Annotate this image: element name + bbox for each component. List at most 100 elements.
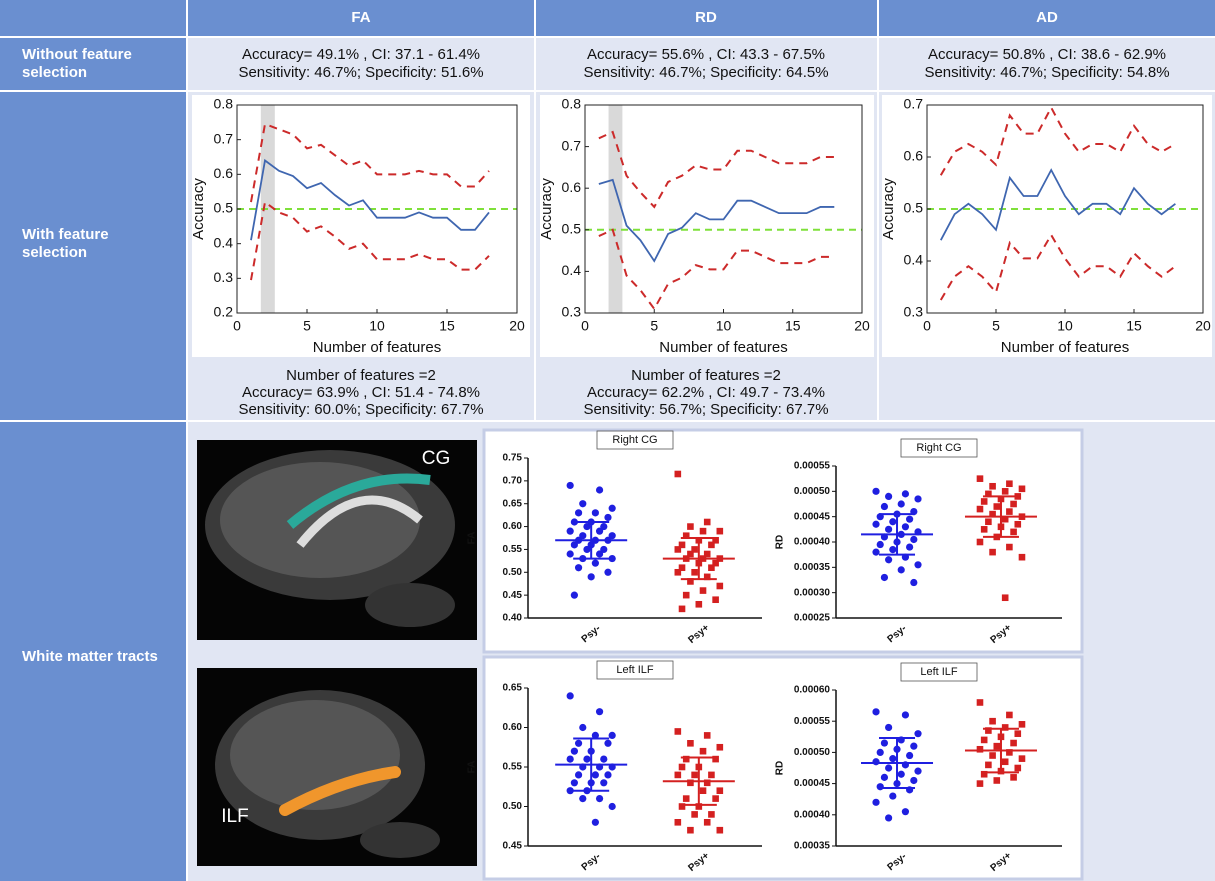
data-point <box>889 518 897 526</box>
data-point <box>889 755 897 763</box>
y-axis-label: Accuracy <box>538 178 555 240</box>
data-point <box>570 747 578 755</box>
data-point <box>604 771 612 779</box>
x-tick-label: 0 <box>581 318 589 334</box>
data-point <box>901 523 910 531</box>
y-tick-label: 0.45 <box>503 590 523 601</box>
title-box <box>900 662 978 682</box>
data-point <box>914 730 922 738</box>
x-tick-label: 10 <box>716 318 732 334</box>
data-point <box>566 787 574 795</box>
column-header: AD <box>1036 9 1058 26</box>
data-point <box>600 779 608 787</box>
data-point <box>687 779 694 787</box>
title-box <box>596 430 674 450</box>
column-header: FA <box>351 9 370 26</box>
mean-line <box>940 168 1176 241</box>
data-point <box>674 546 682 553</box>
data-point <box>1014 730 1022 737</box>
data-point <box>880 502 889 511</box>
data-point <box>583 755 591 763</box>
data-point <box>591 771 599 779</box>
metrics-text: Sensitivity: 56.7%; Specificity: 67.7% <box>583 401 828 418</box>
data-point <box>906 751 914 760</box>
data-point <box>595 795 604 803</box>
y-tick-label: 0.6 <box>562 179 582 195</box>
data-point <box>985 518 992 526</box>
ci-line <box>939 105 1176 176</box>
x-tick-label: 20 <box>509 318 525 334</box>
data-point <box>989 717 996 725</box>
data-point <box>687 523 694 530</box>
data-point <box>678 541 686 549</box>
data-point <box>980 526 988 533</box>
x-tick-label: 0 <box>923 318 931 334</box>
data-point <box>687 578 694 585</box>
data-point <box>703 819 711 826</box>
data-point <box>976 538 984 546</box>
data-point <box>1010 528 1017 536</box>
data-point <box>712 559 719 567</box>
y-tick-label: 0.55 <box>503 544 523 555</box>
y-tick-label: 0.50 <box>503 567 523 578</box>
data-point <box>1006 711 1013 719</box>
metrics-text: Accuracy= 55.6% , CI: 43.3 - 67.5% <box>587 46 825 63</box>
y-tick-label: 0.6 <box>904 148 924 164</box>
sd-bar <box>680 756 717 806</box>
data-point <box>579 795 587 803</box>
data-point <box>989 752 996 759</box>
data-point <box>985 727 992 734</box>
data-point <box>600 522 608 531</box>
ci-line <box>598 228 835 311</box>
data-point <box>583 545 591 554</box>
data-point <box>682 591 690 599</box>
data-point <box>695 600 703 608</box>
brain-image-cg <box>197 440 477 640</box>
data-point <box>876 540 884 549</box>
data-point <box>703 732 711 739</box>
ci-line <box>939 233 1177 301</box>
data-point <box>880 773 889 781</box>
sd-bar <box>982 727 1019 774</box>
y-tick-label: 0.7 <box>562 137 582 153</box>
metrics-text: Sensitivity: 46.7%; Specificity: 51.6% <box>238 64 483 81</box>
data-point <box>682 795 690 802</box>
metrics-text: Number of features =2 <box>631 367 781 384</box>
y-tick-label: 0.4 <box>214 234 234 250</box>
data-point <box>989 510 996 518</box>
metrics-text: Accuracy= 62.2% , CI: 49.7 - 73.4% <box>587 384 825 401</box>
y-tick-label: 0.00025 <box>794 613 831 624</box>
data-point <box>703 518 711 526</box>
data-point <box>976 745 984 753</box>
data-point <box>1001 594 1009 602</box>
x-tick-label: 15 <box>1126 318 1142 334</box>
data-point <box>703 550 711 558</box>
y-tick-label: 0.75 <box>503 453 523 464</box>
ci-line <box>598 130 835 209</box>
data-point <box>604 568 612 576</box>
metrics-text: Accuracy= 49.1% , CI: 37.1 - 61.4% <box>242 46 480 63</box>
data-point <box>1010 774 1017 781</box>
y-tick-label: 0.50 <box>503 801 523 812</box>
data-point <box>712 536 719 544</box>
y-tick-label: 0.00040 <box>794 809 831 820</box>
y-tick-label: 0.8 <box>214 96 234 112</box>
x-tick-label: 20 <box>1195 318 1211 334</box>
data-point <box>608 532 616 540</box>
metrics-text: Sensitivity: 46.7%; Specificity: 54.8% <box>924 64 1169 81</box>
column-header: RD <box>695 9 717 26</box>
data-point <box>910 776 918 785</box>
data-point <box>687 550 694 558</box>
y-tick-label: 0.00045 <box>794 511 831 522</box>
data-point <box>885 723 893 732</box>
data-point <box>691 771 698 779</box>
y-tick-label: 0.5 <box>214 200 234 216</box>
data-point <box>574 564 583 572</box>
sd-bar <box>982 495 1019 538</box>
line-chart: 0.2 0.3 0.4 0.5 0.6 0.7 0.8 0 5 10 15 20 Number of f… <box>190 96 525 356</box>
data-point <box>600 755 608 763</box>
x-tick-label: 5 <box>650 318 658 334</box>
data-point <box>976 475 984 482</box>
sd-bar <box>680 537 717 581</box>
